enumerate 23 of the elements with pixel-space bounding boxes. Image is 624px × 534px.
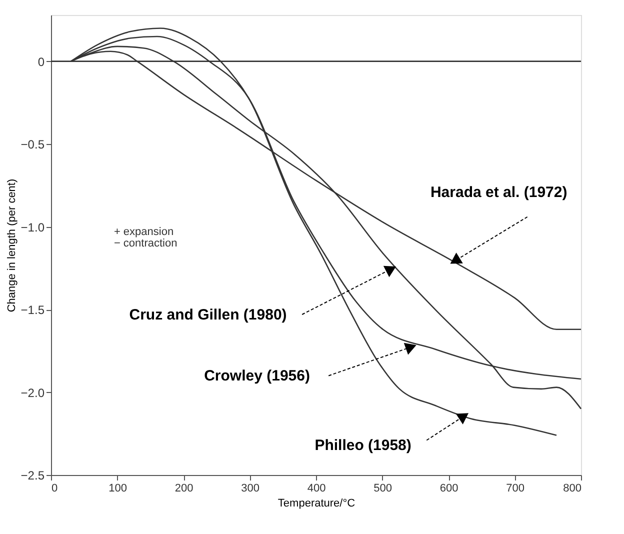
y-tick-label: −2.5 (20, 468, 45, 482)
x-tick-label: 400 (307, 482, 326, 494)
x-tick-label: 500 (374, 482, 392, 494)
annotation: − contraction (114, 237, 178, 250)
annotation: Crowley (1956) (204, 368, 310, 385)
x-tick-label: 800 (563, 482, 582, 494)
y-tick-label: −2.0 (20, 386, 45, 400)
x-tick-label: 700 (506, 482, 524, 494)
x-tick-label: 300 (241, 482, 260, 494)
x-tick-label: 100 (108, 482, 127, 494)
annotation: Harada et al. (1972) (430, 184, 568, 202)
x-tick-label: 200 (174, 482, 194, 494)
y-axis-title: Change in length (per cent) (6, 178, 18, 312)
x-tick-label: 0 (52, 482, 58, 494)
y-tick-label: 0 (38, 54, 45, 69)
annotation: Cruz and Gillen (1980) (129, 306, 287, 324)
x-tick-label: 600 (440, 482, 458, 494)
y-tick-label: −0.5 (20, 138, 45, 152)
annotation: Philleo (1958) (314, 437, 412, 454)
x-axis-title: Temperature/°C (278, 498, 356, 510)
annotation: + expansion (114, 226, 174, 238)
y-tick-label: −1.5 (20, 303, 45, 318)
y-tick-label: −1.0 (20, 220, 45, 234)
